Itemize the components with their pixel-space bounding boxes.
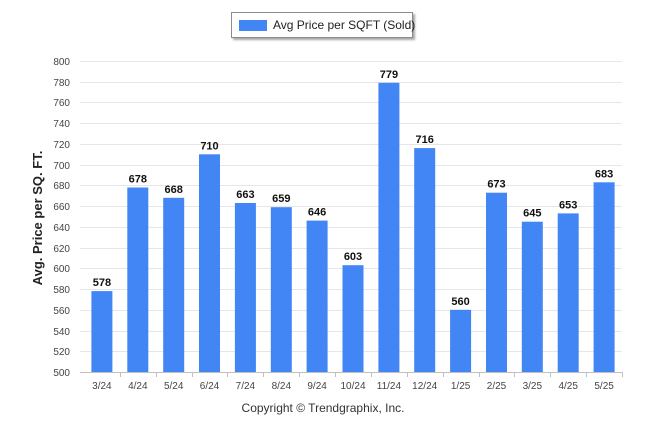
x-tick-label: 2/25 — [487, 381, 507, 392]
data-label: 716 — [416, 134, 434, 146]
bar — [521, 221, 543, 372]
y-tick-label: 780 — [53, 78, 70, 89]
y-tick-label: 500 — [53, 368, 70, 379]
data-label: 560 — [451, 296, 469, 308]
bar — [199, 154, 220, 372]
data-label: 668 — [165, 184, 183, 196]
data-label: 663 — [236, 189, 254, 201]
y-tick-label: 560 — [53, 306, 70, 317]
data-label: 779 — [380, 69, 398, 81]
y-tick-label: 680 — [53, 181, 70, 192]
x-tick-label: 11/24 — [377, 381, 402, 392]
legend-label: Avg Price per SQFT (Sold) — [273, 18, 416, 32]
x-tick-label: 6/24 — [200, 381, 220, 392]
y-tick-label: 720 — [53, 140, 70, 151]
bar — [306, 220, 328, 372]
y-tick-labels: 500 520 540 560 580 600 620 640 660 680 700 720 740 7… — [53, 57, 70, 379]
x-tick-label: 7/24 — [236, 381, 256, 392]
y-tick-label: 540 — [53, 327, 70, 338]
data-label: 710 — [200, 140, 218, 152]
bar — [163, 197, 185, 372]
y-tick-label: 600 — [53, 264, 70, 275]
bar — [414, 148, 436, 372]
y-tick-label: 580 — [53, 285, 70, 296]
x-tick-label: 4/24 — [128, 381, 148, 392]
bar — [270, 207, 292, 372]
x-tick-label: 5/25 — [594, 381, 614, 392]
data-labels: 578 678 668 710 663 659 646 603 779 716 560 673 645 6… — [93, 69, 614, 308]
bar — [557, 213, 579, 372]
y-tick-label: 700 — [53, 161, 70, 172]
x-tick-label: 5/24 — [164, 381, 184, 392]
bar — [593, 182, 615, 372]
data-label: 678 — [129, 174, 147, 186]
bar — [450, 309, 472, 372]
x-tick-label: 1/25 — [451, 381, 471, 392]
copyright-text: Copyright © Trendgraphix, Inc. — [241, 401, 405, 415]
x-tick-label: 4/25 — [558, 381, 578, 392]
data-label: 603 — [344, 251, 362, 263]
x-tick-label: 8/24 — [272, 381, 292, 392]
y-tick-label: 740 — [53, 119, 70, 130]
data-label: 578 — [93, 277, 111, 289]
data-label: 673 — [487, 179, 505, 191]
y-tick-label: 800 — [53, 57, 70, 68]
bar — [486, 192, 507, 372]
bars — [91, 82, 615, 373]
x-tick-label: 12/24 — [412, 381, 437, 392]
bar — [234, 203, 256, 372]
y-tick-label: 660 — [53, 202, 70, 213]
x-tick-label: 3/24 — [92, 381, 112, 392]
data-label: 646 — [308, 207, 326, 219]
x-tick-label: 10/24 — [340, 381, 365, 392]
data-label: 659 — [272, 193, 290, 205]
data-label: 653 — [559, 199, 577, 211]
bar — [378, 82, 400, 373]
x-tick-labels: 3/24 4/24 5/24 6/24 7/24 8/24 9/24 10/24 11/24 12… — [92, 372, 623, 392]
x-tick-label: 9/24 — [307, 381, 327, 392]
y-tick-label: 760 — [53, 98, 70, 109]
x-tick-label: 3/25 — [523, 381, 543, 392]
y-tick-label: 640 — [53, 223, 70, 234]
y-tick-label: 620 — [53, 244, 70, 255]
y-axis-label: Avg. Price per SQ. FT. — [30, 151, 45, 286]
legend: Avg Price per SQFT (Sold) — [231, 12, 416, 38]
legend-swatch — [239, 20, 267, 31]
bar — [91, 291, 113, 372]
bar — [342, 265, 364, 372]
bar — [127, 187, 149, 372]
y-tick-label: 520 — [53, 347, 70, 358]
data-label: 683 — [595, 168, 613, 180]
data-label: 645 — [523, 208, 541, 220]
